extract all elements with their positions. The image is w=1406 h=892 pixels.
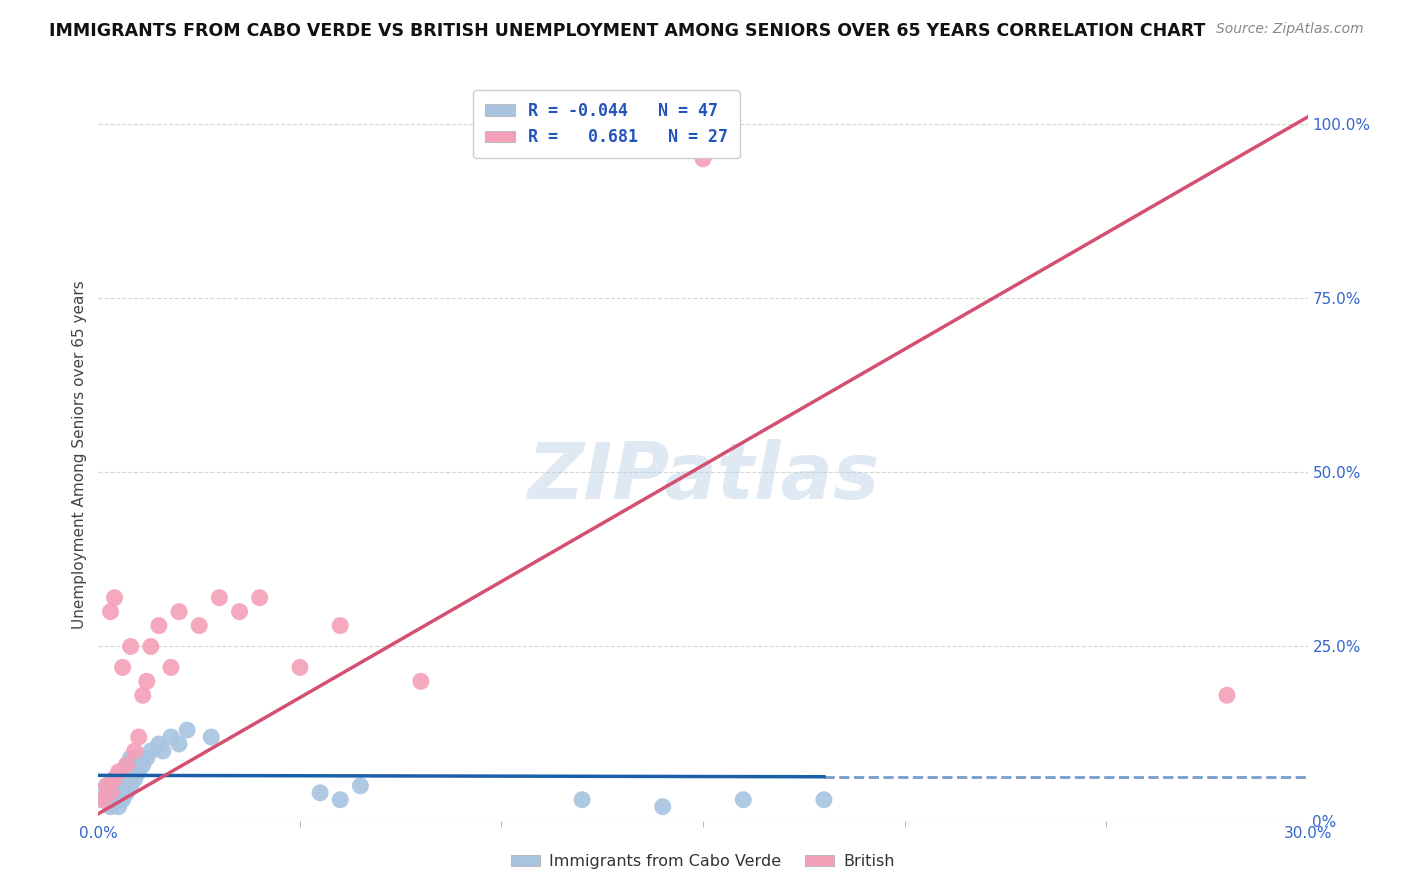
Point (120, 779, 142, 793)
Legend: Immigrants from Cabo Verde, British: Immigrants from Cabo Verde, British (505, 847, 901, 875)
Point (349, 779, 371, 793)
Point (100, 799, 122, 814)
Text: IMMIGRANTS FROM CABO VERDE VS BRITISH UNEMPLOYMENT AMONG SENIORS OVER 65 YEARS C: IMMIGRANTS FROM CABO VERDE VS BRITISH UN… (49, 22, 1205, 40)
Point (115, 758, 138, 772)
Point (96, 779, 118, 793)
Point (91, 793, 114, 807)
Point (132, 758, 155, 772)
Point (107, 764, 129, 779)
Point (733, 793, 755, 807)
Text: Source: ZipAtlas.com: Source: ZipAtlas.com (1216, 22, 1364, 37)
Point (96, 793, 118, 807)
Point (103, 786, 125, 800)
Point (124, 744, 146, 758)
Point (100, 786, 122, 800)
Point (103, 779, 125, 793)
Point (91, 793, 114, 807)
Legend: R = -0.044   N = 47, R =   0.681   N = 27: R = -0.044 N = 47, R = 0.681 N = 27 (472, 90, 740, 158)
Point (128, 751, 150, 765)
Y-axis label: Unemployment Among Seniors over 65 years: Unemployment Among Seniors over 65 years (72, 281, 87, 629)
Point (135, 751, 157, 765)
Point (176, 723, 198, 737)
Point (148, 737, 170, 751)
Point (160, 730, 183, 744)
Point (124, 772, 146, 786)
Point (200, 730, 222, 744)
Point (329, 793, 352, 807)
Point (167, 737, 190, 751)
Point (111, 779, 134, 793)
Point (139, 744, 162, 758)
Point (115, 758, 138, 772)
Point (107, 786, 129, 800)
Point (111, 786, 134, 800)
Point (100, 786, 122, 800)
Point (100, 605, 122, 619)
Point (167, 605, 190, 619)
Point (160, 660, 183, 674)
Point (692, 152, 714, 166)
Point (107, 793, 129, 807)
Point (120, 764, 142, 779)
Point (329, 618, 352, 632)
Point (139, 640, 162, 654)
Point (103, 591, 125, 605)
Point (111, 660, 134, 674)
Point (107, 772, 129, 786)
Point (103, 793, 125, 807)
Point (100, 779, 122, 793)
Point (107, 799, 129, 814)
Point (120, 640, 142, 654)
Point (813, 793, 835, 807)
Point (128, 730, 150, 744)
Point (571, 793, 593, 807)
Point (188, 618, 211, 632)
Point (111, 764, 134, 779)
Point (152, 744, 174, 758)
Point (132, 688, 155, 702)
Point (309, 786, 332, 800)
Point (100, 793, 122, 807)
Point (124, 758, 146, 772)
Point (103, 772, 125, 786)
Point (128, 764, 150, 779)
Point (148, 618, 170, 632)
Point (1216, 688, 1239, 702)
Point (135, 674, 157, 689)
Point (111, 793, 134, 807)
Point (115, 779, 138, 793)
Point (107, 779, 129, 793)
Point (103, 772, 125, 786)
Point (96, 779, 118, 793)
Point (208, 591, 231, 605)
Point (96, 786, 118, 800)
Point (651, 799, 673, 814)
Point (249, 591, 271, 605)
Point (409, 674, 432, 689)
Point (288, 660, 311, 674)
Text: ZIPatlas: ZIPatlas (527, 439, 879, 515)
Point (228, 605, 250, 619)
Point (120, 751, 142, 765)
Point (115, 786, 138, 800)
